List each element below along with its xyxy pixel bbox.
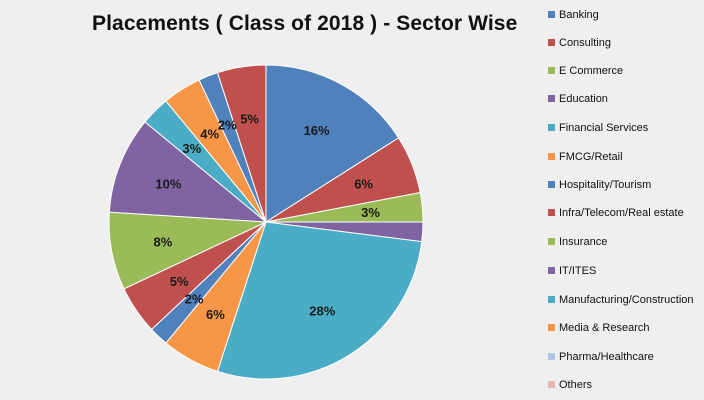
slice-label: 28% [309, 304, 335, 319]
pie-slice [265, 64, 400, 223]
legend-swatch [548, 11, 555, 18]
legend-label: IT/ITES [559, 265, 597, 277]
slice-label: 6% [354, 176, 373, 191]
legend-swatch [548, 124, 555, 131]
legend-label: Education [559, 93, 608, 105]
legend-label: Infra/Telecom/Real estate [559, 207, 684, 219]
legend-swatch [548, 267, 555, 274]
slice-label: 16% [304, 123, 330, 138]
slice-label: 5% [240, 111, 259, 126]
legend-label: Manufacturing/Construction [559, 294, 694, 306]
pie-slices [108, 64, 424, 380]
slice-label: 8% [154, 235, 173, 250]
legend-label: Consulting [559, 37, 611, 49]
legend-swatch [548, 238, 555, 245]
legend-swatch [548, 381, 555, 388]
slice-label: 3% [361, 205, 380, 220]
slice-label: 2% [185, 292, 204, 307]
legend-swatch [548, 353, 555, 360]
legend-label: Financial Services [559, 122, 649, 134]
slice-label: 2% [218, 117, 237, 132]
legend-label: Pharma/Healthcare [559, 351, 654, 363]
legend-label: Media & Research [559, 322, 650, 334]
legend-swatch [548, 209, 555, 216]
slice-label: 10% [155, 176, 181, 191]
legend-swatch [548, 324, 555, 331]
legend-swatch [548, 67, 555, 74]
legend: Banking Consulting E Commerce Education Fina… [548, 0, 704, 400]
legend-label: E Commerce [559, 65, 624, 77]
chart-title: Placements ( Class of 2018 ) - Sector Wi… [92, 12, 518, 35]
legend-label: Others [559, 379, 593, 391]
legend-label: Hospitality/Tourism [559, 179, 652, 191]
legend-swatch [548, 39, 555, 46]
pie-slice [216, 221, 423, 380]
legend-label: Banking [559, 9, 599, 21]
legend-swatch [548, 153, 555, 160]
slice-label: 3% [182, 141, 201, 156]
pie-slice [108, 121, 268, 223]
pie-slice-labels: 16%6%3%28%6%2%5%8%10%3%4%2% 5% [154, 111, 381, 322]
slice-label: 4% [200, 126, 219, 141]
legend-swatch [548, 296, 555, 303]
legend-label: FMCG/Retail [559, 151, 623, 163]
legend-label: Insurance [559, 236, 608, 248]
slice-label: 6% [206, 307, 225, 322]
pie-slice [216, 64, 267, 223]
legend-swatch [548, 181, 555, 188]
legend-swatch [548, 95, 555, 102]
slice-label: 5% [170, 274, 189, 289]
